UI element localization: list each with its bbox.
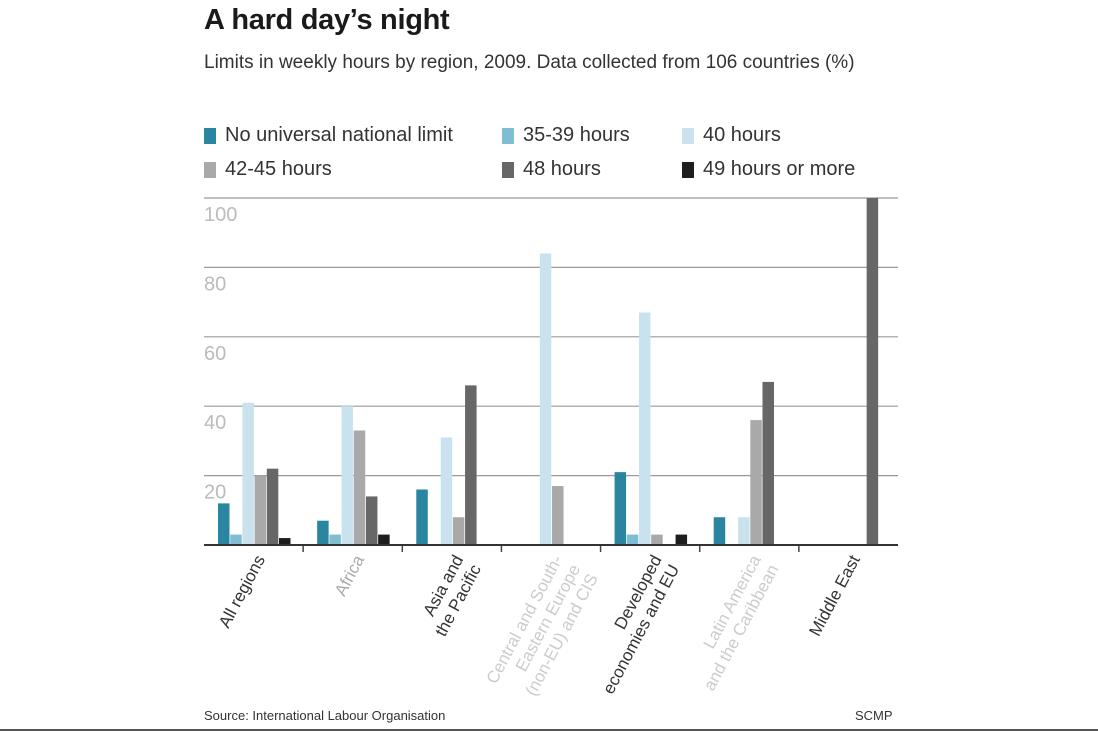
legend-item-35-39: 35-39 hours: [502, 124, 630, 147]
x-tick-label: Central and South-Eastern Europe(non-EU)…: [483, 552, 602, 706]
y-tick-label: 100: [204, 204, 237, 226]
legend: No universal national limit 35-39 hours …: [204, 124, 924, 188]
legend-label: No universal national limit: [225, 124, 453, 146]
bar: [651, 534, 663, 545]
bar: [353, 430, 366, 545]
bar: [626, 534, 639, 545]
legend-swatch: [502, 161, 514, 178]
bar: [365, 496, 378, 545]
chart-subtitle: Limits in weekly hours by region, 2009. …: [204, 52, 855, 73]
bar: [539, 253, 552, 545]
bar: [266, 468, 279, 545]
legend-swatch: [204, 161, 216, 178]
bar: [713, 517, 726, 545]
legend-swatch: [502, 127, 514, 144]
bar: [317, 520, 329, 545]
credit-label: SCMP: [855, 708, 893, 723]
legend-item-49-plus: 49 hours or more: [682, 158, 855, 181]
source-note: Source: International Labour Organisatio…: [204, 708, 446, 723]
y-tick-label: 60: [204, 343, 226, 365]
x-tick-label: All regions: [215, 552, 269, 631]
bar: [866, 198, 879, 545]
bar: [552, 486, 564, 545]
bar: [638, 312, 651, 545]
bar: [614, 472, 627, 545]
legend-label: 40 hours: [703, 124, 781, 146]
y-tick-label: 20: [204, 482, 226, 504]
x-tick-label: Africa: [331, 551, 368, 599]
legend-swatch: [682, 127, 694, 144]
bar: [465, 385, 477, 545]
bar: [279, 538, 291, 545]
y-tick-label: 40: [204, 412, 226, 434]
legend-label: 42-45 hours: [225, 158, 332, 180]
legend-item-40: 40 hours: [682, 124, 781, 147]
bar: [440, 437, 453, 545]
bottom-rule: [0, 729, 1098, 731]
legend-item-no-limit: No universal national limit: [204, 124, 453, 147]
bar: [452, 517, 465, 545]
legend-label: 49 hours or more: [703, 158, 856, 180]
x-tick-label: Latin Americaand the Caribbean: [682, 551, 782, 693]
legend-item-42-45: 42-45 hours: [204, 158, 332, 181]
bar: [675, 534, 688, 545]
legend-swatch: [682, 161, 694, 178]
bar: [329, 534, 341, 545]
y-tick-label: 80: [204, 273, 226, 295]
bar: [254, 475, 267, 545]
x-tick-label: Developedeconomies and EU: [581, 552, 683, 697]
x-tick-label: Middle East: [805, 552, 864, 640]
legend-label: 35-39 hours: [523, 124, 630, 146]
bar: [378, 534, 390, 545]
bar: [762, 381, 775, 545]
chart-title: A hard day’s night: [204, 4, 450, 36]
bar: [738, 517, 750, 545]
bar: [242, 402, 254, 545]
bar: [416, 489, 428, 545]
bar: [230, 534, 242, 545]
bar: [218, 503, 230, 545]
bar: [750, 420, 762, 545]
x-tick-label: Asia andthe Pacific: [414, 552, 485, 640]
legend-swatch: [204, 127, 216, 144]
legend-label: 48 hours: [523, 158, 601, 180]
bar: [341, 406, 354, 545]
legend-item-48: 48 hours: [502, 158, 601, 181]
